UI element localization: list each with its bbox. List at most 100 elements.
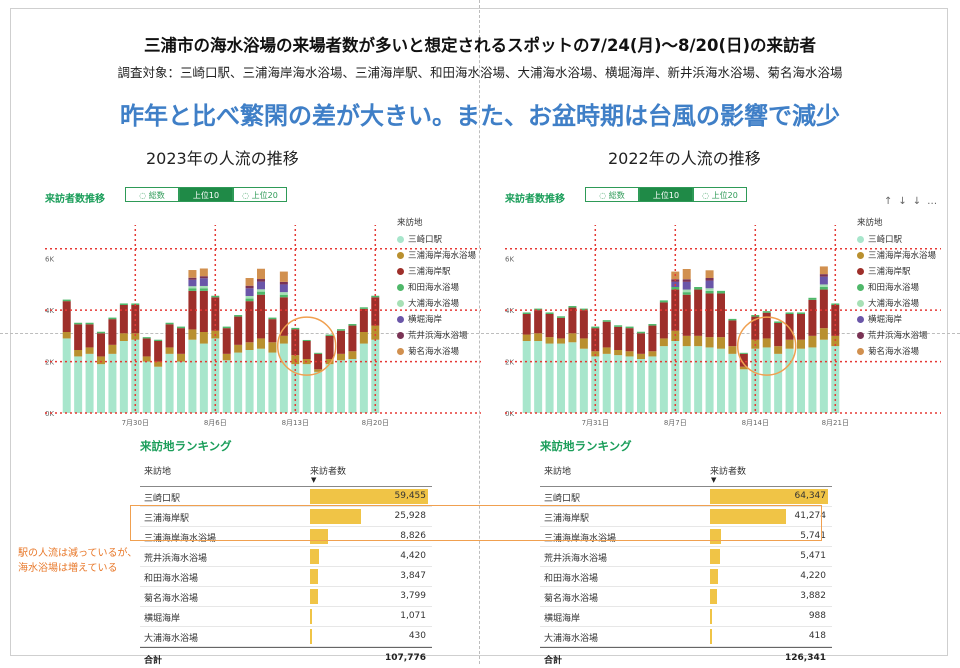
col-visitors[interactable]: 来訪者数	[310, 467, 347, 477]
bar-segment	[279, 271, 288, 282]
toggle-total[interactable]: ◌ 総数	[125, 187, 179, 202]
row-value: 3,882	[800, 591, 826, 601]
legend-item[interactable]: 三浦海岸駅	[857, 263, 936, 279]
bar-segment	[808, 335, 817, 348]
bar-segment	[694, 289, 703, 336]
legend-item[interactable]: 三浦海岸海水浴場	[857, 247, 936, 263]
toggle-total[interactable]: ◌ 総数	[585, 187, 639, 202]
table-row[interactable]: 菊名海水浴場 3,799	[140, 587, 432, 607]
bar-segment	[579, 348, 588, 413]
legend-item[interactable]: 大浦海水浴場	[397, 295, 476, 311]
legend-item[interactable]: 横堀海岸	[397, 311, 476, 327]
table-row[interactable]: 大浦海水浴場 418	[540, 627, 832, 647]
sort-desc-icon[interactable]: ▼	[311, 476, 317, 484]
bar-segment	[371, 339, 380, 413]
legend-item[interactable]: 菊名海水浴場	[397, 343, 476, 359]
bar-segment	[154, 341, 163, 362]
bar-segment	[74, 322, 83, 325]
col-visitors[interactable]: 来訪者数	[710, 467, 747, 477]
bar-segment	[534, 333, 543, 341]
sort-up-icon[interactable]: ↑	[884, 196, 899, 207]
table-row[interactable]: 和田海水浴場 3,847	[140, 567, 432, 587]
y-tick-label: 2K	[45, 359, 54, 367]
table-row[interactable]: 菊名海水浴場 3,882	[540, 587, 832, 607]
bar-segment	[568, 342, 577, 413]
table-row[interactable]: 三浦海岸駅 25,928	[140, 507, 432, 527]
table-row[interactable]: 大浦海水浴場 430	[140, 627, 432, 647]
bar-segment	[579, 338, 588, 349]
bar-segment	[325, 334, 334, 336]
ranking-total-row: 合計 107,776	[140, 647, 432, 668]
row-value: 4,220	[800, 571, 826, 581]
bar-segment	[62, 301, 71, 332]
legend-item[interactable]: 荒井浜海水浴場	[397, 327, 476, 343]
bar-segment	[579, 310, 588, 339]
table-row[interactable]: 三浦海岸海水浴場 5,741	[540, 527, 832, 547]
legend-dot	[857, 299, 864, 307]
table-row[interactable]: 荒井浜海水浴場 4,420	[140, 547, 432, 567]
legend-item[interactable]: 三崎口駅	[397, 231, 476, 247]
bar-segment	[545, 314, 554, 338]
col-place[interactable]: 来訪地	[144, 467, 172, 477]
bar-segment	[705, 347, 714, 413]
y-tick-label: 4K	[45, 307, 54, 315]
table-row[interactable]: 三浦海岸駅 41,274	[540, 507, 832, 527]
col-place[interactable]: 来訪地	[544, 467, 572, 477]
legend-item[interactable]: 和田海水浴場	[397, 279, 476, 295]
legend-item[interactable]: 和田海水浴場	[857, 279, 936, 295]
toggle-top20[interactable]: ◌ 上位20	[693, 187, 747, 202]
row-value: 5,741	[800, 531, 826, 541]
bar-segment	[119, 333, 128, 341]
legend-item[interactable]: 三浦海岸海水浴場	[397, 247, 476, 263]
legend-item[interactable]: 大浦海水浴場	[857, 295, 936, 311]
bar-segment	[637, 353, 645, 359]
legend-dot	[397, 299, 404, 307]
legend-item[interactable]: 横堀海岸	[857, 311, 936, 327]
total-label: 合計	[544, 656, 563, 666]
bar-segment	[314, 352, 323, 354]
legend-dot	[397, 251, 404, 259]
visual-controls[interactable]: ↑↓↓…	[884, 196, 943, 207]
table-row[interactable]: 三崎口駅 59,455	[140, 487, 432, 507]
table-row[interactable]: 荒井浜海水浴場 5,471	[540, 547, 832, 567]
legend-item[interactable]: 菊名海水浴場	[857, 343, 936, 359]
bar-segment	[268, 319, 277, 343]
table-row[interactable]: 横堀海岸 1,071	[140, 607, 432, 627]
row-value: 1,071	[400, 611, 426, 621]
bar-segment	[534, 308, 543, 311]
toggle-top10[interactable]: 上位10	[639, 187, 693, 202]
bar-segment	[314, 371, 323, 413]
legend-item[interactable]: 三崎口駅	[857, 231, 936, 247]
toggle-top20[interactable]: ◌ 上位20	[233, 187, 287, 202]
bar-segment	[819, 274, 828, 277]
table-row[interactable]: 和田海水浴場 4,220	[540, 567, 832, 587]
toggle-top10[interactable]: 上位10	[179, 187, 233, 202]
chart-heading-2022: 2022年の人流の推移	[608, 149, 761, 168]
bar-segment	[177, 328, 185, 354]
bar-segment	[257, 348, 265, 413]
legend-dot	[397, 315, 404, 323]
sort-down-icon[interactable]: ↓↓	[898, 196, 928, 207]
legend-item[interactable]: 三浦海岸駅	[397, 263, 476, 279]
bar-segment	[188, 277, 197, 280]
bar-segment	[142, 338, 151, 357]
more-options-icon[interactable]: …	[927, 196, 944, 207]
bar-segment	[705, 293, 714, 338]
table-row[interactable]: 横堀海岸 988	[540, 607, 832, 627]
legend-item[interactable]: 荒井浜海水浴場	[857, 327, 936, 343]
bar-segment	[614, 350, 623, 356]
sort-desc-icon[interactable]: ▼	[711, 476, 717, 484]
bar-segment	[625, 328, 634, 352]
bar-segment	[199, 332, 208, 344]
bar-segment	[774, 346, 783, 354]
bar-segment	[268, 352, 277, 413]
bar-segment	[762, 347, 771, 413]
note-line-2: 海水浴場は増えている	[18, 563, 118, 574]
bar-segment	[751, 316, 760, 340]
bar-segment	[245, 298, 254, 302]
table-row[interactable]: 三崎口駅 64,347	[540, 487, 832, 507]
bar-segment	[302, 364, 311, 413]
bar-segment	[728, 346, 737, 354]
bar-segment	[694, 335, 703, 347]
row-place: 横堀海岸	[144, 614, 181, 624]
